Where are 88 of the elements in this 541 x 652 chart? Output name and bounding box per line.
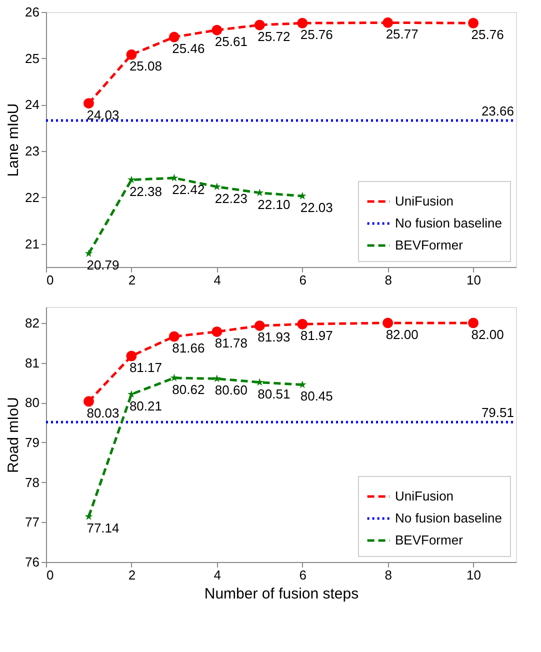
data-label: 81.17: [129, 360, 162, 376]
data-label: 22.03: [300, 200, 333, 216]
data-label: 22.23: [214, 190, 248, 206]
y-axis-title: Lane mIoU: [5, 103, 22, 177]
point: [212, 374, 221, 382]
data-label: 81.66: [172, 340, 205, 356]
point: [83, 98, 94, 109]
x-tick-label: 6: [299, 568, 306, 582]
y-tick-label: 79: [25, 434, 40, 450]
data-label: 81.93: [258, 330, 290, 345]
x-tick-label: 10: [466, 272, 482, 288]
data-label: 25.08: [129, 58, 162, 74]
point: [126, 350, 137, 362]
x-tick-label: 2: [128, 568, 136, 582]
point: [297, 318, 308, 330]
data-label: 25.46: [172, 41, 205, 56]
x-tick-label: 4: [214, 272, 222, 288]
legend-label: No fusion baseline: [395, 216, 502, 230]
legend-label: BEVFormer: [395, 238, 464, 252]
point: [468, 18, 479, 28]
y-axis-title: Road mIoU: [5, 397, 22, 473]
y-tick-label: 77: [25, 514, 40, 530]
x-tick-label: 4: [214, 568, 222, 582]
y-tick-label: 24: [25, 97, 40, 112]
x-axis-title: Number of fusion steps: [204, 586, 359, 602]
x-tick-label: 6: [299, 272, 306, 288]
y-tick-label: 26: [25, 4, 40, 20]
data-label: 80.60: [214, 382, 248, 398]
y-tick-label: 21: [25, 236, 40, 252]
data-label: 82.00: [386, 326, 418, 342]
point: [254, 20, 265, 30]
legend-label: No fusion baseline: [395, 510, 502, 526]
point: [127, 176, 136, 184]
x-tick-label: 0: [46, 272, 54, 288]
data-label: 25.77: [386, 26, 418, 42]
data-label: 81.97: [300, 328, 333, 344]
x-tick-label: 2: [128, 272, 136, 288]
point: [83, 396, 94, 407]
x-tick-label: 8: [384, 568, 392, 582]
y-tick-label: 82: [25, 315, 40, 330]
data-label: 81.78: [214, 336, 248, 351]
data-label: 80.03: [86, 405, 120, 420]
point: [212, 24, 222, 36]
point: [382, 318, 394, 328]
point: [84, 249, 93, 257]
y-tick-label: 78: [25, 474, 40, 490]
x-tick-label: 0: [46, 568, 54, 582]
point: [468, 318, 479, 328]
legend-label: UniFusion: [395, 488, 454, 504]
point: [298, 192, 306, 200]
y-tick-label: 23: [25, 144, 40, 159]
data-label: 22.10: [258, 196, 290, 212]
data-label: 20.79: [86, 258, 120, 273]
data-label: 25.76: [300, 27, 333, 42]
data-label: 24.03: [86, 107, 120, 122]
point: [84, 512, 93, 520]
x-tick-label: 8: [384, 272, 392, 288]
y-tick-label: 80: [25, 395, 40, 410]
point: [170, 174, 178, 182]
data-label: 79.51: [481, 405, 514, 420]
data-label: 22.38: [129, 184, 162, 199]
point: [126, 49, 137, 60]
legend-label: UniFusion: [395, 194, 454, 208]
data-label: 80.21: [129, 398, 162, 414]
point: [168, 331, 180, 342]
y-tick-label: 81: [25, 355, 40, 370]
point: [298, 380, 306, 388]
point: [168, 32, 180, 42]
data-label: 80.62: [172, 382, 205, 397]
data-label: 77.14: [86, 520, 120, 536]
point: [382, 17, 394, 28]
data-label: 80.45: [300, 388, 333, 404]
data-label: 25.76: [471, 27, 504, 42]
y-tick-label: 25: [25, 50, 40, 66]
point: [170, 374, 178, 382]
legend-label: BEVFormer: [395, 532, 464, 548]
data-label: 80.51: [258, 386, 290, 402]
y-tick-label: 22: [25, 190, 40, 205]
data-label: 82.00: [471, 326, 504, 342]
data-label: 23.66: [481, 103, 514, 118]
x-tick-label: 10: [466, 568, 482, 582]
y-tick-label: 76: [25, 554, 40, 570]
data-label: 22.42: [172, 182, 205, 197]
point: [212, 326, 222, 337]
point: [297, 18, 308, 28]
data-label: 25.72: [258, 28, 290, 44]
point: [254, 320, 265, 331]
data-label: 25.61: [214, 34, 248, 50]
